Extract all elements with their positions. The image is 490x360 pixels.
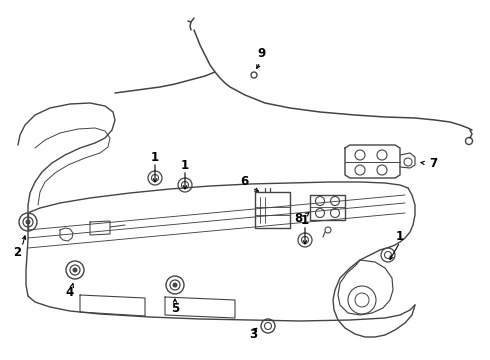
- Circle shape: [73, 268, 77, 272]
- Circle shape: [173, 283, 177, 287]
- Text: 9: 9: [258, 46, 266, 59]
- Text: 1: 1: [181, 158, 189, 171]
- Text: 7: 7: [429, 157, 437, 170]
- Text: 6: 6: [240, 175, 248, 188]
- Text: 5: 5: [171, 302, 179, 315]
- Text: 3: 3: [249, 328, 257, 341]
- Text: 4: 4: [66, 285, 74, 298]
- Text: 8: 8: [294, 212, 302, 225]
- Text: 1: 1: [301, 213, 309, 226]
- Text: 2: 2: [13, 246, 21, 258]
- Circle shape: [26, 220, 30, 224]
- Text: 1: 1: [396, 230, 404, 243]
- Text: 1: 1: [151, 150, 159, 163]
